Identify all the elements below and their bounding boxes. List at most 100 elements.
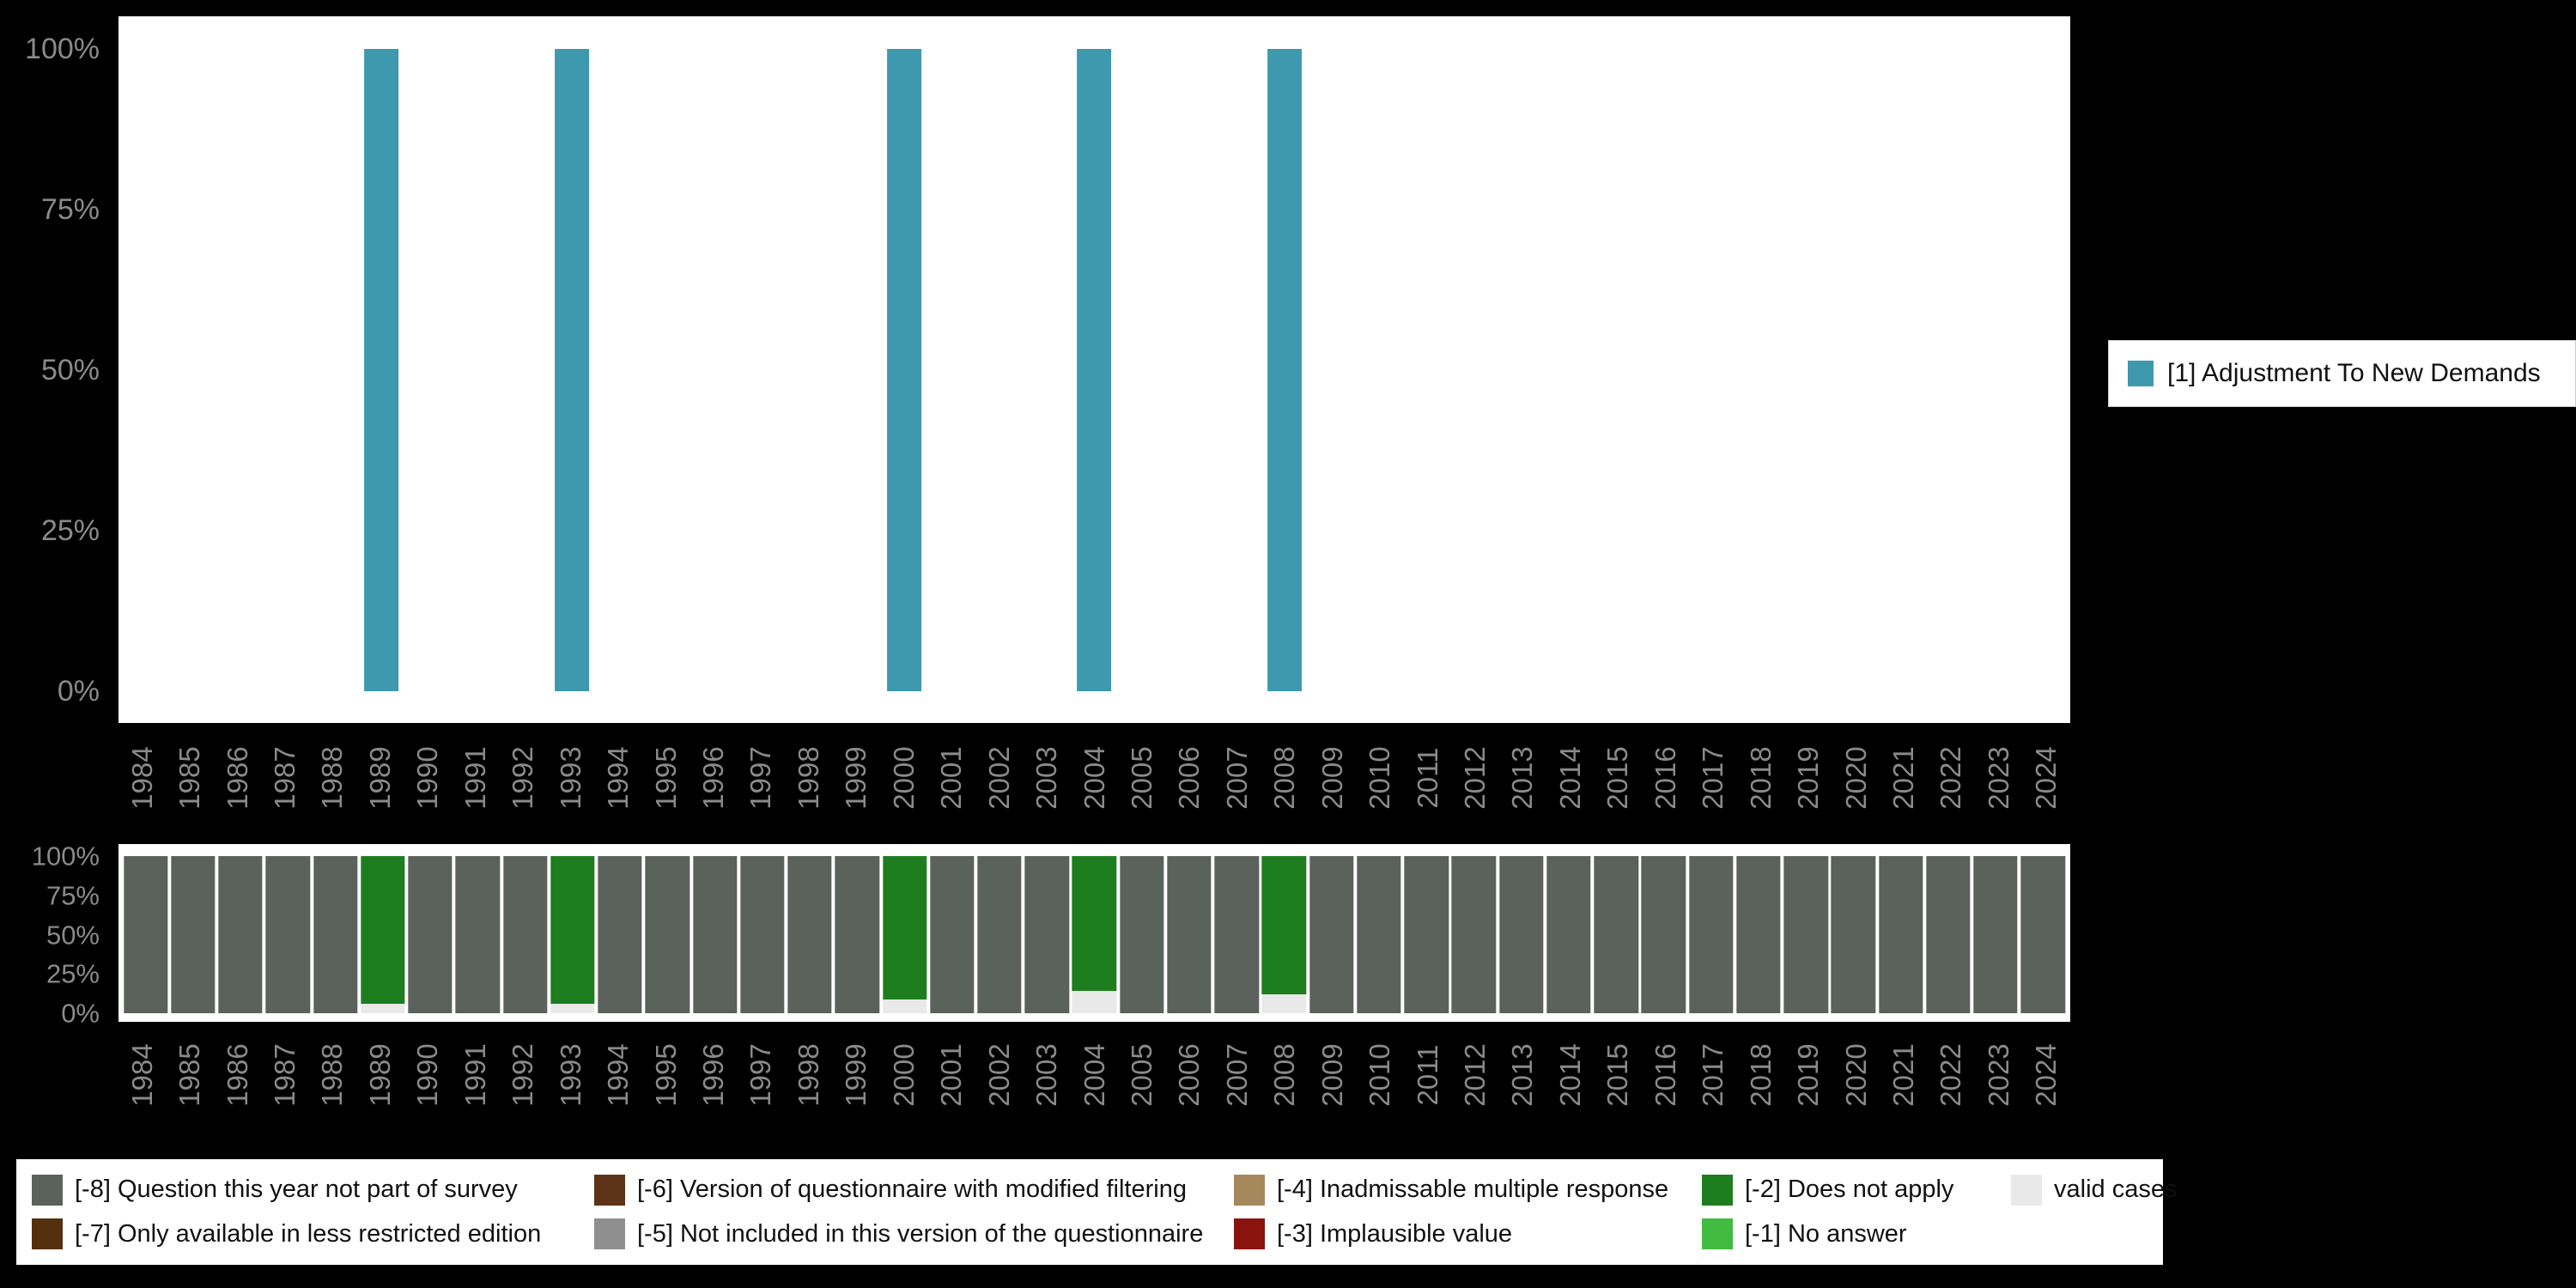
x-axis-label-2022: 2022 [1935, 746, 1967, 810]
bar-segment-2003[interactable] [1024, 856, 1069, 1013]
bar-segment-2014[interactable] [1546, 856, 1591, 1013]
x-axis-label-2003: 2003 [1030, 746, 1063, 810]
bar-segment-2009[interactable] [1309, 856, 1354, 1013]
legend-item[interactable]: [-4] Inadmissable multiple response [1234, 1174, 1702, 1206]
x-axis-label-2024: 2024 [2030, 1043, 2063, 1107]
bar-segment-2007[interactable] [1214, 856, 1259, 1013]
bar-segment-1992[interactable] [502, 856, 548, 1013]
bar-segment-2000[interactable] [887, 49, 922, 691]
bar-segment-2008[interactable] [1261, 856, 1307, 995]
x-axis-label-2011: 2011 [1411, 1044, 1443, 1106]
legend-item[interactable]: [-3] Implausible value [1234, 1218, 1702, 1250]
legend-label: [-7] Only available in less restricted e… [75, 1219, 542, 1248]
bar-segment-2004[interactable] [1072, 856, 1117, 992]
bar-slot-2015 [1593, 856, 1640, 1013]
bar-slot-2012 [1451, 49, 1498, 691]
bar-segment-1993[interactable] [550, 856, 595, 1005]
bar-segment-2005[interactable] [1120, 856, 1164, 1013]
legend-swatch [32, 1174, 63, 1206]
bar-segment-2015[interactable] [1594, 856, 1638, 1013]
bar-segment-1990[interactable] [408, 856, 453, 1013]
x-axis-label-2004: 2004 [1078, 746, 1110, 810]
bar-slot-1997 [738, 856, 786, 1013]
x-axis-label-2010: 2010 [1364, 1043, 1396, 1107]
bar-segment-2010[interactable] [1357, 856, 1401, 1013]
bottom-chart-x-axis: 1984 1985 1986 1987 1988 1989 1990 1991 1992 1993… [118, 1027, 2070, 1123]
bar-slot-2019 [1783, 49, 1831, 691]
bar-segment-2000[interactable] [882, 999, 927, 1013]
bar-segment-1995[interactable] [645, 856, 690, 1013]
bar-segment-2004[interactable] [1077, 49, 1112, 691]
bar-segment-1986[interactable] [218, 856, 263, 1013]
bar-segment-2008[interactable] [1261, 994, 1307, 1013]
x-axis-label-2002: 2002 [982, 1043, 1015, 1107]
bar-segment-2013[interactable] [1498, 856, 1544, 1013]
bar-segment-1989[interactable] [361, 1004, 405, 1013]
bar-slot-2000 [881, 856, 928, 1013]
bar-slot-2008 [1261, 856, 1308, 1013]
x-axis-label-1996: 1996 [696, 1043, 729, 1107]
bar-slot-2002 [975, 856, 1023, 1013]
bar-segment-1987[interactable] [265, 856, 311, 1013]
x-axis-label-2002: 2002 [982, 746, 1015, 810]
legend-item[interactable]: [-2] Does not apply [1702, 1174, 2011, 1206]
x-axis-label-1990: 1990 [411, 1043, 444, 1107]
bar-segment-2001[interactable] [930, 856, 975, 1013]
x-axis-label-1985: 1985 [173, 1043, 206, 1107]
x-axis-label-2019: 2019 [1792, 746, 1825, 810]
top-legend-swatch [2128, 361, 2154, 386]
bar-slot-2013 [1498, 856, 1545, 1013]
bar-segment-1999[interactable] [835, 856, 879, 1013]
bar-segment-1998[interactable] [787, 856, 832, 1013]
bar-slot-2021 [1879, 49, 1926, 691]
bar-segment-2020[interactable] [1831, 856, 1876, 1013]
legend-item[interactable]: [-6] Version of questionnaire with modif… [594, 1174, 1234, 1206]
bar-segment-2006[interactable] [1167, 856, 1212, 1013]
bar-segment-2011[interactable] [1404, 856, 1449, 1013]
legend-item[interactable]: [-1] No answer [1702, 1218, 2011, 1250]
bar-segment-2022[interactable] [1926, 856, 1971, 1013]
bar-segment-2024[interactable] [2020, 856, 2066, 1013]
bar-segment-1988[interactable] [313, 856, 358, 1013]
bar-segment-2000[interactable] [882, 856, 927, 999]
x-axis-label-1997: 1997 [744, 746, 777, 810]
x-axis-label-2010: 2010 [1364, 746, 1396, 810]
bar-segment-1993[interactable] [554, 49, 589, 691]
bar-segment-1996[interactable] [692, 856, 738, 1013]
bar-segment-1984[interactable] [123, 856, 168, 1013]
bar-segment-1985[interactable] [171, 856, 216, 1013]
legend-item[interactable]: valid cases [2011, 1174, 2177, 1206]
bar-segment-1997[interactable] [740, 856, 785, 1013]
x-axis-label-1984: 1984 [125, 746, 158, 810]
x-axis-label-1995: 1995 [649, 1043, 682, 1107]
bar-segment-2004[interactable] [1072, 991, 1117, 1013]
bar-segment-1989[interactable] [364, 49, 399, 691]
bar-slot-1984 [120, 49, 167, 691]
bar-segment-2017[interactable] [1688, 856, 1734, 1013]
bar-segment-2012[interactable] [1451, 856, 1497, 1013]
top-chart-bars [120, 49, 2069, 691]
x-axis-label-1999: 1999 [840, 746, 872, 810]
legend-label: [-8] Question this year not part of surv… [75, 1176, 518, 1204]
legend-item[interactable]: [-7] Only available in less restricted e… [32, 1218, 594, 1250]
bar-slot-2007 [1213, 49, 1261, 691]
x-axis-label-2020: 2020 [1839, 1043, 1872, 1107]
bar-segment-1991[interactable] [455, 856, 500, 1013]
bar-segment-1994[interactable] [598, 856, 642, 1013]
bar-segment-2016[interactable] [1641, 856, 1686, 1013]
legend-item[interactable]: [-8] Question this year not part of surv… [32, 1174, 594, 1206]
legend-swatch [2011, 1174, 2042, 1206]
bar-segment-2018[interactable] [1736, 856, 1781, 1013]
x-axis-label-1991: 1991 [459, 1043, 491, 1107]
bar-segment-2002[interactable] [977, 856, 1022, 1013]
bar-segment-1989[interactable] [361, 856, 405, 1005]
bar-segment-2023[interactable] [1973, 856, 2018, 1013]
bar-segment-2021[interactable] [1878, 856, 1923, 1013]
x-axis-label-2008: 2008 [1268, 1043, 1301, 1107]
bar-segment-1993[interactable] [550, 1004, 595, 1013]
legend-label: [-1] No answer [1745, 1219, 1907, 1248]
legend-item[interactable]: [-5] Not included in this version of the… [594, 1218, 1234, 1250]
x-axis-label-2015: 2015 [1601, 1043, 1634, 1107]
bar-segment-2019[interactable] [1783, 856, 1828, 1013]
bar-segment-2008[interactable] [1267, 49, 1302, 691]
